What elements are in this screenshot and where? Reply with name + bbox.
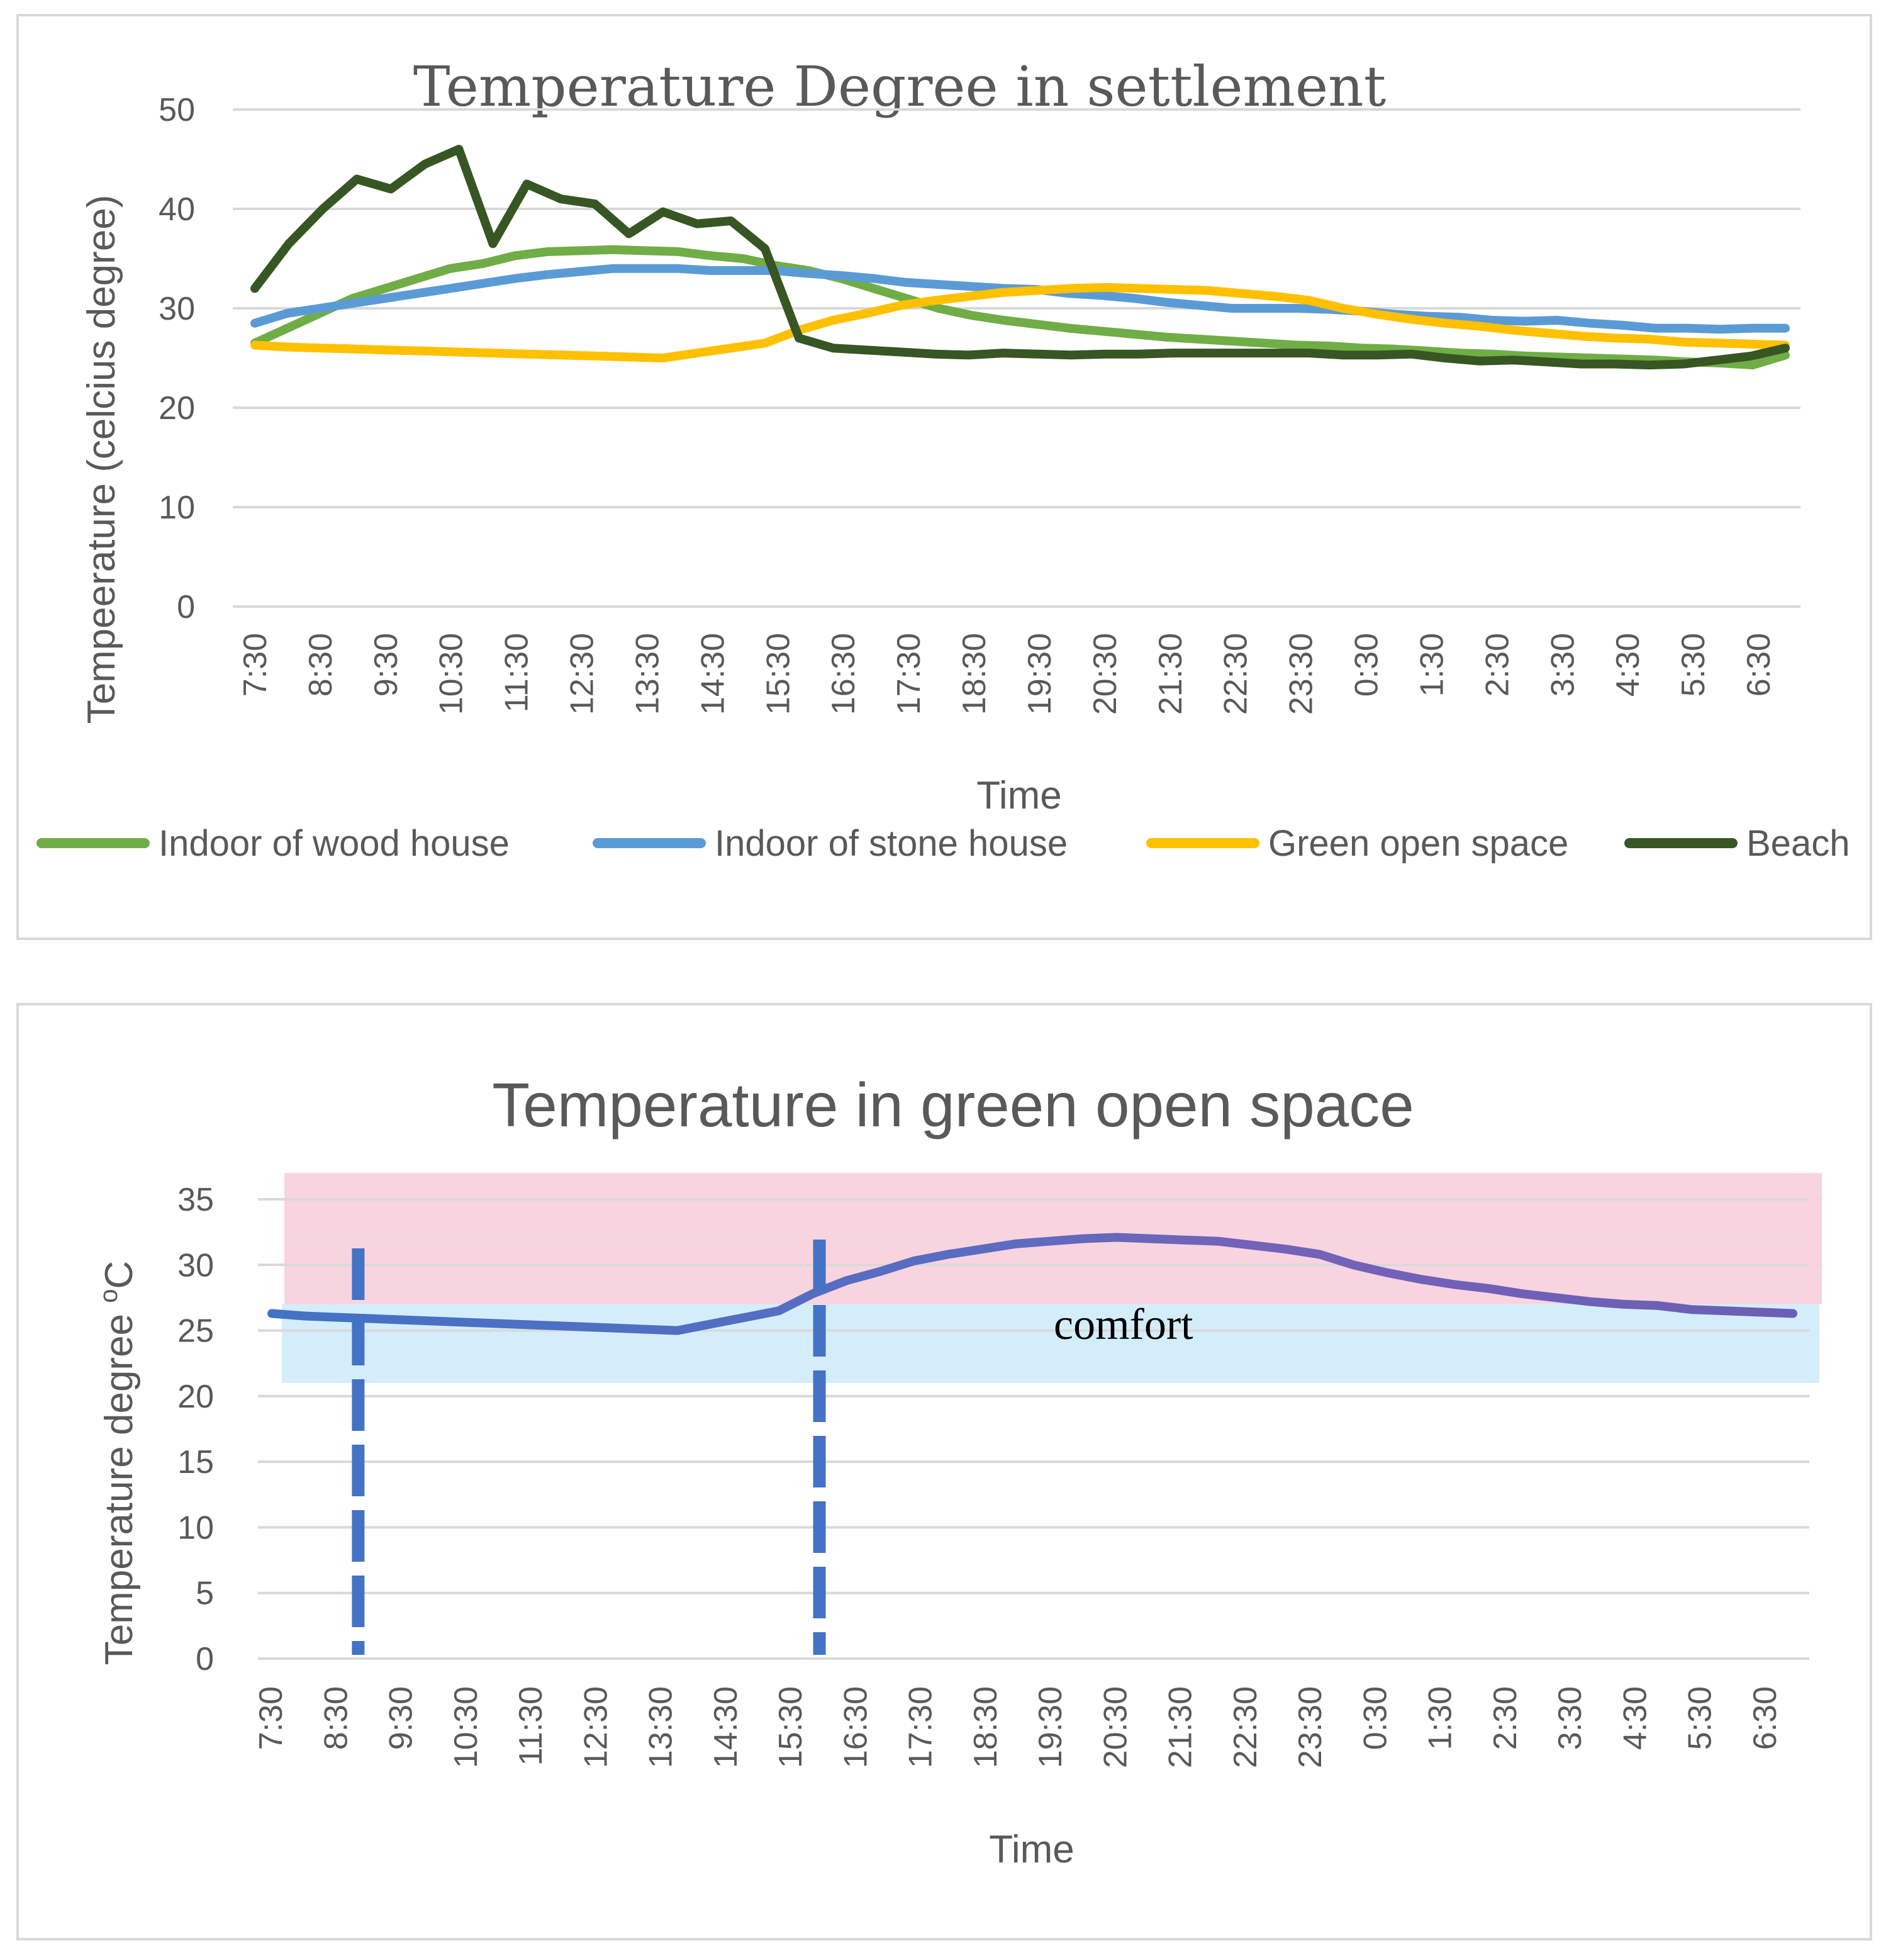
chart2-bands xyxy=(282,1173,1822,1383)
x-tick-label: 11:30 xyxy=(499,633,535,712)
y-tick-label: 40 xyxy=(159,191,195,228)
x-tick-label: 12:30 xyxy=(578,1686,614,1768)
x-tick-label: 5:30 xyxy=(1682,1686,1719,1750)
x-tick-label: 8:30 xyxy=(318,1686,354,1750)
x-tick-label: 20:30 xyxy=(1087,633,1124,715)
chart1-x-ticks: 7:30 8:30 9:30 10:30 11:30 12:30 13:30 14:30 15:… xyxy=(237,633,1777,715)
x-tick-label: 5:30 xyxy=(1675,633,1712,697)
chart2-y-axis-label: Temperature degree xyxy=(98,1314,141,1665)
series-line-green-open-space xyxy=(267,1233,1797,1335)
x-tick-label: 19:30 xyxy=(1022,633,1058,715)
x-tick-label: 17:30 xyxy=(891,633,927,715)
x-tick-label: 13:30 xyxy=(643,1686,679,1768)
x-tick-label: 6:30 xyxy=(1741,633,1777,697)
y-tick-label: 35 xyxy=(177,1182,214,1218)
y-tick-label: 15 xyxy=(177,1444,214,1481)
chart1-gridlines xyxy=(233,108,1800,608)
x-tick-label: 16:30 xyxy=(837,1686,874,1768)
series-line-green-open-space xyxy=(250,283,1790,362)
x-tick-label: 18:30 xyxy=(956,633,993,715)
x-tick-label: 0:30 xyxy=(1349,633,1385,697)
x-tick-label: 9:30 xyxy=(383,1686,420,1750)
chart2-markers xyxy=(352,1240,826,1655)
x-tick-label: 10:30 xyxy=(433,633,470,715)
settlement-chart-panel xyxy=(16,14,1872,940)
y-tick-label: 25 xyxy=(177,1313,214,1350)
x-tick-label: 3:30 xyxy=(1544,633,1581,697)
x-tick-label: 15:30 xyxy=(760,633,796,715)
chart1-legend: Indoor of wood house Indoor of stone hous… xyxy=(36,823,1850,864)
x-tick-label: 19:30 xyxy=(1032,1686,1069,1768)
x-tick-label: 20:30 xyxy=(1097,1686,1134,1768)
y-tick-label: 5 xyxy=(196,1576,214,1612)
x-tick-label: 9:30 xyxy=(368,633,405,697)
y-tick-label: 0 xyxy=(177,589,195,625)
y-tick-label: 10 xyxy=(177,1509,214,1546)
chart2-x-ticks: 7:30 8:30 9:30 10:30 11:30 12:30 13:30 14:30 15:… xyxy=(253,1686,1783,1768)
y-tick-label: 50 xyxy=(159,92,195,128)
y-tick-label: 30 xyxy=(177,1247,214,1284)
legend-label: Indoor of wood house xyxy=(159,823,510,864)
chart2-series-lines xyxy=(267,1233,1797,1335)
x-tick-label: 2:30 xyxy=(1487,1686,1524,1750)
y-tick-label: 10 xyxy=(159,490,195,526)
x-tick-label: 13:30 xyxy=(629,633,666,715)
chart2-y-axis-unit-prefix: o xyxy=(95,1289,123,1302)
x-tick-label: 18:30 xyxy=(968,1686,1004,1768)
chart2-x-axis-title: Time xyxy=(989,1828,1074,1871)
legend-label: Green open space xyxy=(1268,823,1568,864)
x-tick-label: 22:30 xyxy=(1227,1686,1264,1768)
y-tick-label: 30 xyxy=(159,291,195,327)
x-tick-label: 21:30 xyxy=(1163,1686,1199,1768)
chart1-x-axis-title: Time xyxy=(976,774,1061,817)
x-tick-label: 23:30 xyxy=(1292,1686,1329,1768)
green-space-chart-panel xyxy=(16,1003,1872,1940)
x-tick-label: 6:30 xyxy=(1747,1686,1783,1750)
x-tick-label: 15:30 xyxy=(773,1686,809,1768)
x-tick-label: 7:30 xyxy=(237,633,274,697)
x-tick-label: 11:30 xyxy=(513,1686,549,1766)
x-tick-label: 22:30 xyxy=(1218,633,1254,715)
chart2-y-axis-unit: C xyxy=(98,1261,141,1289)
y-tick-label: 20 xyxy=(159,390,195,427)
chart1-y-ticks: 0 10 20 30 40 50 xyxy=(159,92,195,625)
x-tick-label: 14:30 xyxy=(708,1686,744,1768)
y-tick-label: 20 xyxy=(177,1379,214,1415)
x-tick-label: 0:30 xyxy=(1357,1686,1393,1750)
x-tick-label: 12:30 xyxy=(564,633,601,715)
chart2-title: Temperature in green open space xyxy=(492,1070,1414,1140)
chart1-series-lines xyxy=(250,145,1790,370)
x-tick-label: 23:30 xyxy=(1283,633,1320,715)
x-tick-label: 3:30 xyxy=(1552,1686,1588,1750)
legend-label: Indoor of stone house xyxy=(715,823,1068,864)
x-tick-label: 8:30 xyxy=(303,633,339,697)
x-tick-label: 4:30 xyxy=(1617,1686,1653,1750)
x-tick-label: 2:30 xyxy=(1479,633,1515,697)
x-tick-label: 16:30 xyxy=(825,633,862,715)
x-tick-label: 4:30 xyxy=(1610,633,1646,697)
chart2-gridlines xyxy=(258,1198,1809,1660)
x-tick-label: 14:30 xyxy=(695,633,731,715)
chart1-title: Temperature Degree in settlement xyxy=(413,54,1386,119)
series-line-beach xyxy=(250,145,1790,370)
x-tick-label: 10:30 xyxy=(448,1686,484,1768)
chart2-y-ticks: 0 5 10 15 20 25 30 35 xyxy=(177,1182,214,1677)
x-tick-label: 1:30 xyxy=(1414,633,1450,697)
comfort-band-label: comfort xyxy=(1054,1301,1193,1349)
x-tick-label: 7:30 xyxy=(253,1686,289,1750)
chart2-y-axis-title: Temperature degree oC xyxy=(95,1261,141,1666)
chart1-y-axis-title: Tempeerature (celcius degree) xyxy=(80,195,123,724)
legend-label: Beach xyxy=(1746,823,1850,864)
series-line-indoor-of-wood-house xyxy=(250,245,1790,370)
y-tick-label: 0 xyxy=(196,1641,214,1677)
x-tick-label: 17:30 xyxy=(903,1686,939,1768)
x-tick-label: 1:30 xyxy=(1422,1686,1459,1750)
band-comfort xyxy=(282,1304,1819,1383)
x-tick-label: 21:30 xyxy=(1153,633,1189,715)
